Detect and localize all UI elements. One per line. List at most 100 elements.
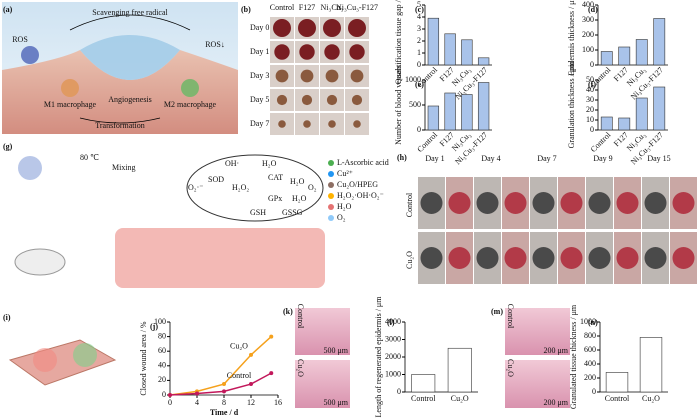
label: (k) (283, 307, 293, 316)
label: 0 (162, 390, 166, 399)
label: Control (405, 192, 414, 217)
bar (605, 372, 629, 393)
label: Granulated tissue thickness / μm (569, 304, 578, 409)
label: 2 (417, 36, 421, 45)
bar (635, 97, 648, 131)
wound (349, 44, 365, 60)
label: 20 (586, 105, 594, 114)
wound (303, 120, 311, 128)
label: 0 (590, 125, 594, 134)
label: 50 (586, 75, 594, 84)
label: (g) (3, 142, 13, 151)
wound (420, 192, 443, 214)
label: 40 (586, 85, 594, 94)
mouse (14, 248, 66, 276)
bar (444, 33, 456, 66)
histology (295, 360, 350, 408)
label: (d) (588, 5, 598, 14)
skin-sketch (8, 339, 117, 386)
bar (618, 117, 631, 131)
bar (444, 92, 456, 131)
label: H₂O (337, 202, 352, 211)
label: M2 macrophage (164, 100, 217, 109)
wound (324, 44, 340, 60)
bar (477, 82, 490, 131)
label: Cu₂O (405, 251, 414, 269)
wound (298, 19, 316, 37)
histology (295, 308, 350, 355)
legend-dot (328, 215, 334, 221)
label: 500 (409, 100, 421, 109)
ros (21, 46, 39, 64)
label: F127 (299, 3, 315, 12)
label: O₂ (308, 183, 317, 192)
wound (420, 247, 443, 269)
label: 0 (592, 387, 596, 396)
legend-dot (328, 171, 334, 177)
legend-dot (328, 160, 334, 166)
label: Ni₃Cu₃-F127 (336, 3, 378, 12)
photo-grid (270, 17, 369, 135)
label: 400 (584, 359, 596, 368)
wound (328, 120, 336, 128)
label: Cu₂O/HPEG (337, 180, 378, 189)
label: 4 (195, 398, 199, 407)
spot (33, 348, 57, 372)
label: 300 (582, 15, 594, 24)
m2 (181, 79, 199, 97)
label: (i) (3, 313, 11, 322)
label: (n) (588, 318, 598, 327)
label: (e) (415, 80, 424, 89)
label: CAT (268, 173, 283, 182)
skin (2, 50, 238, 134)
label: Day 9 (593, 154, 612, 163)
wound (616, 247, 639, 269)
label: 0 (417, 60, 421, 69)
label: 200 μm (543, 398, 568, 407)
line (169, 372, 272, 396)
bar (600, 116, 613, 131)
point (195, 391, 199, 396)
histology (505, 360, 570, 408)
label: Control (506, 304, 515, 329)
label: 20 (158, 375, 166, 384)
wound (644, 192, 667, 214)
label: (j) (150, 322, 158, 331)
label: OH· (225, 159, 239, 168)
wound (560, 192, 583, 214)
label: Mixing (112, 163, 136, 172)
arrow (79, 117, 161, 124)
label: L-Ascorbic acid (337, 158, 389, 167)
label: 0 (168, 398, 172, 407)
label: Day 1 (250, 47, 269, 56)
label: 100 (154, 317, 166, 326)
wound (351, 94, 363, 106)
label: 200 (582, 30, 594, 39)
bar (461, 94, 473, 131)
label: 0 (590, 60, 594, 69)
label: Cu₂O (506, 359, 515, 377)
wound (476, 247, 499, 269)
wound (323, 19, 341, 37)
label: Ni₃Cu₃ (321, 3, 344, 12)
wound (448, 247, 471, 269)
spot (73, 343, 97, 367)
legend-dot (328, 204, 334, 210)
label: Length of regenerated epidermis / μm (374, 296, 383, 418)
legend-dot (328, 193, 334, 199)
photo-grid (418, 177, 697, 284)
point (249, 352, 253, 357)
label: 500 μm (323, 398, 348, 407)
label: 600 (584, 345, 596, 354)
label: H₂O₂·OH·O₂⁻ (337, 191, 384, 200)
label: H₂O₂ (232, 183, 249, 192)
wound (326, 94, 338, 106)
label: Scavenging free radical (92, 8, 168, 17)
label: Day 3 (250, 71, 269, 80)
label: 3000 (385, 334, 401, 343)
wound (350, 69, 364, 83)
bar (447, 347, 472, 393)
label: (b) (241, 5, 251, 14)
wound (616, 192, 639, 214)
label: 4 (417, 12, 421, 21)
